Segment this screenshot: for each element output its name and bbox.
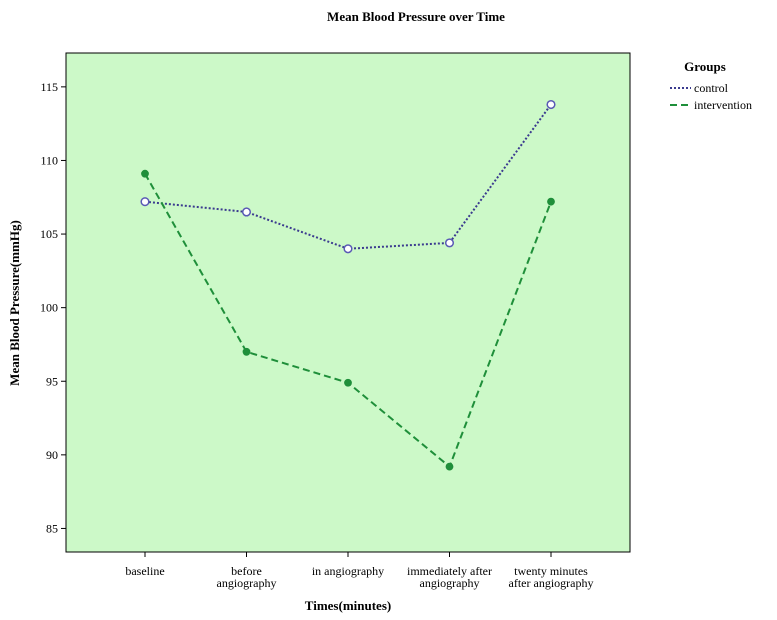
legend-label-control: control [694, 81, 729, 95]
data-point-control [546, 99, 556, 110]
legend-label-intervention: intervention [694, 98, 752, 112]
x-tick-label: angiography [217, 576, 277, 590]
data-point-intervention [242, 347, 251, 356]
x-tick-label: immediately after [407, 564, 492, 578]
x-tick-label: after angiography [509, 576, 594, 590]
data-point-control [444, 238, 455, 248]
chart-title: Mean Blood Pressure over Time [327, 9, 505, 24]
y-tick-label: 85 [46, 521, 58, 535]
data-point-control [343, 244, 353, 254]
series-layer [140, 99, 556, 471]
y-tick-label: 110 [40, 153, 58, 167]
legend: Groups control intervention [670, 59, 752, 112]
data-point-intervention [344, 378, 352, 387]
x-tick-label: angiography [420, 576, 480, 590]
y-tick-label: 105 [40, 227, 58, 241]
legend-title: Groups [684, 59, 726, 74]
y-tick-label: 100 [40, 301, 58, 315]
y-tick-label: 90 [46, 448, 58, 462]
plot-area [65, 52, 631, 553]
x-tick-label: before [231, 564, 262, 578]
y-tick-label: 115 [40, 80, 58, 94]
data-point-intervention [547, 197, 555, 206]
y-axis-label: Mean Blood Pressure(mmHg) [7, 220, 22, 386]
data-point-intervention [445, 462, 454, 471]
data-point-control [140, 197, 150, 207]
y-tick-label: 95 [46, 374, 58, 388]
data-point-control [241, 207, 252, 217]
x-tick-label: twenty minutes [514, 564, 588, 578]
data-point-intervention [141, 169, 149, 178]
x-tick-label: baseline [125, 564, 164, 578]
y-axis: 85 90 95 100 105 110 115 [40, 80, 66, 535]
x-tick-label: in angiography [312, 564, 384, 578]
x-axis-label: Times(minutes) [305, 598, 391, 613]
